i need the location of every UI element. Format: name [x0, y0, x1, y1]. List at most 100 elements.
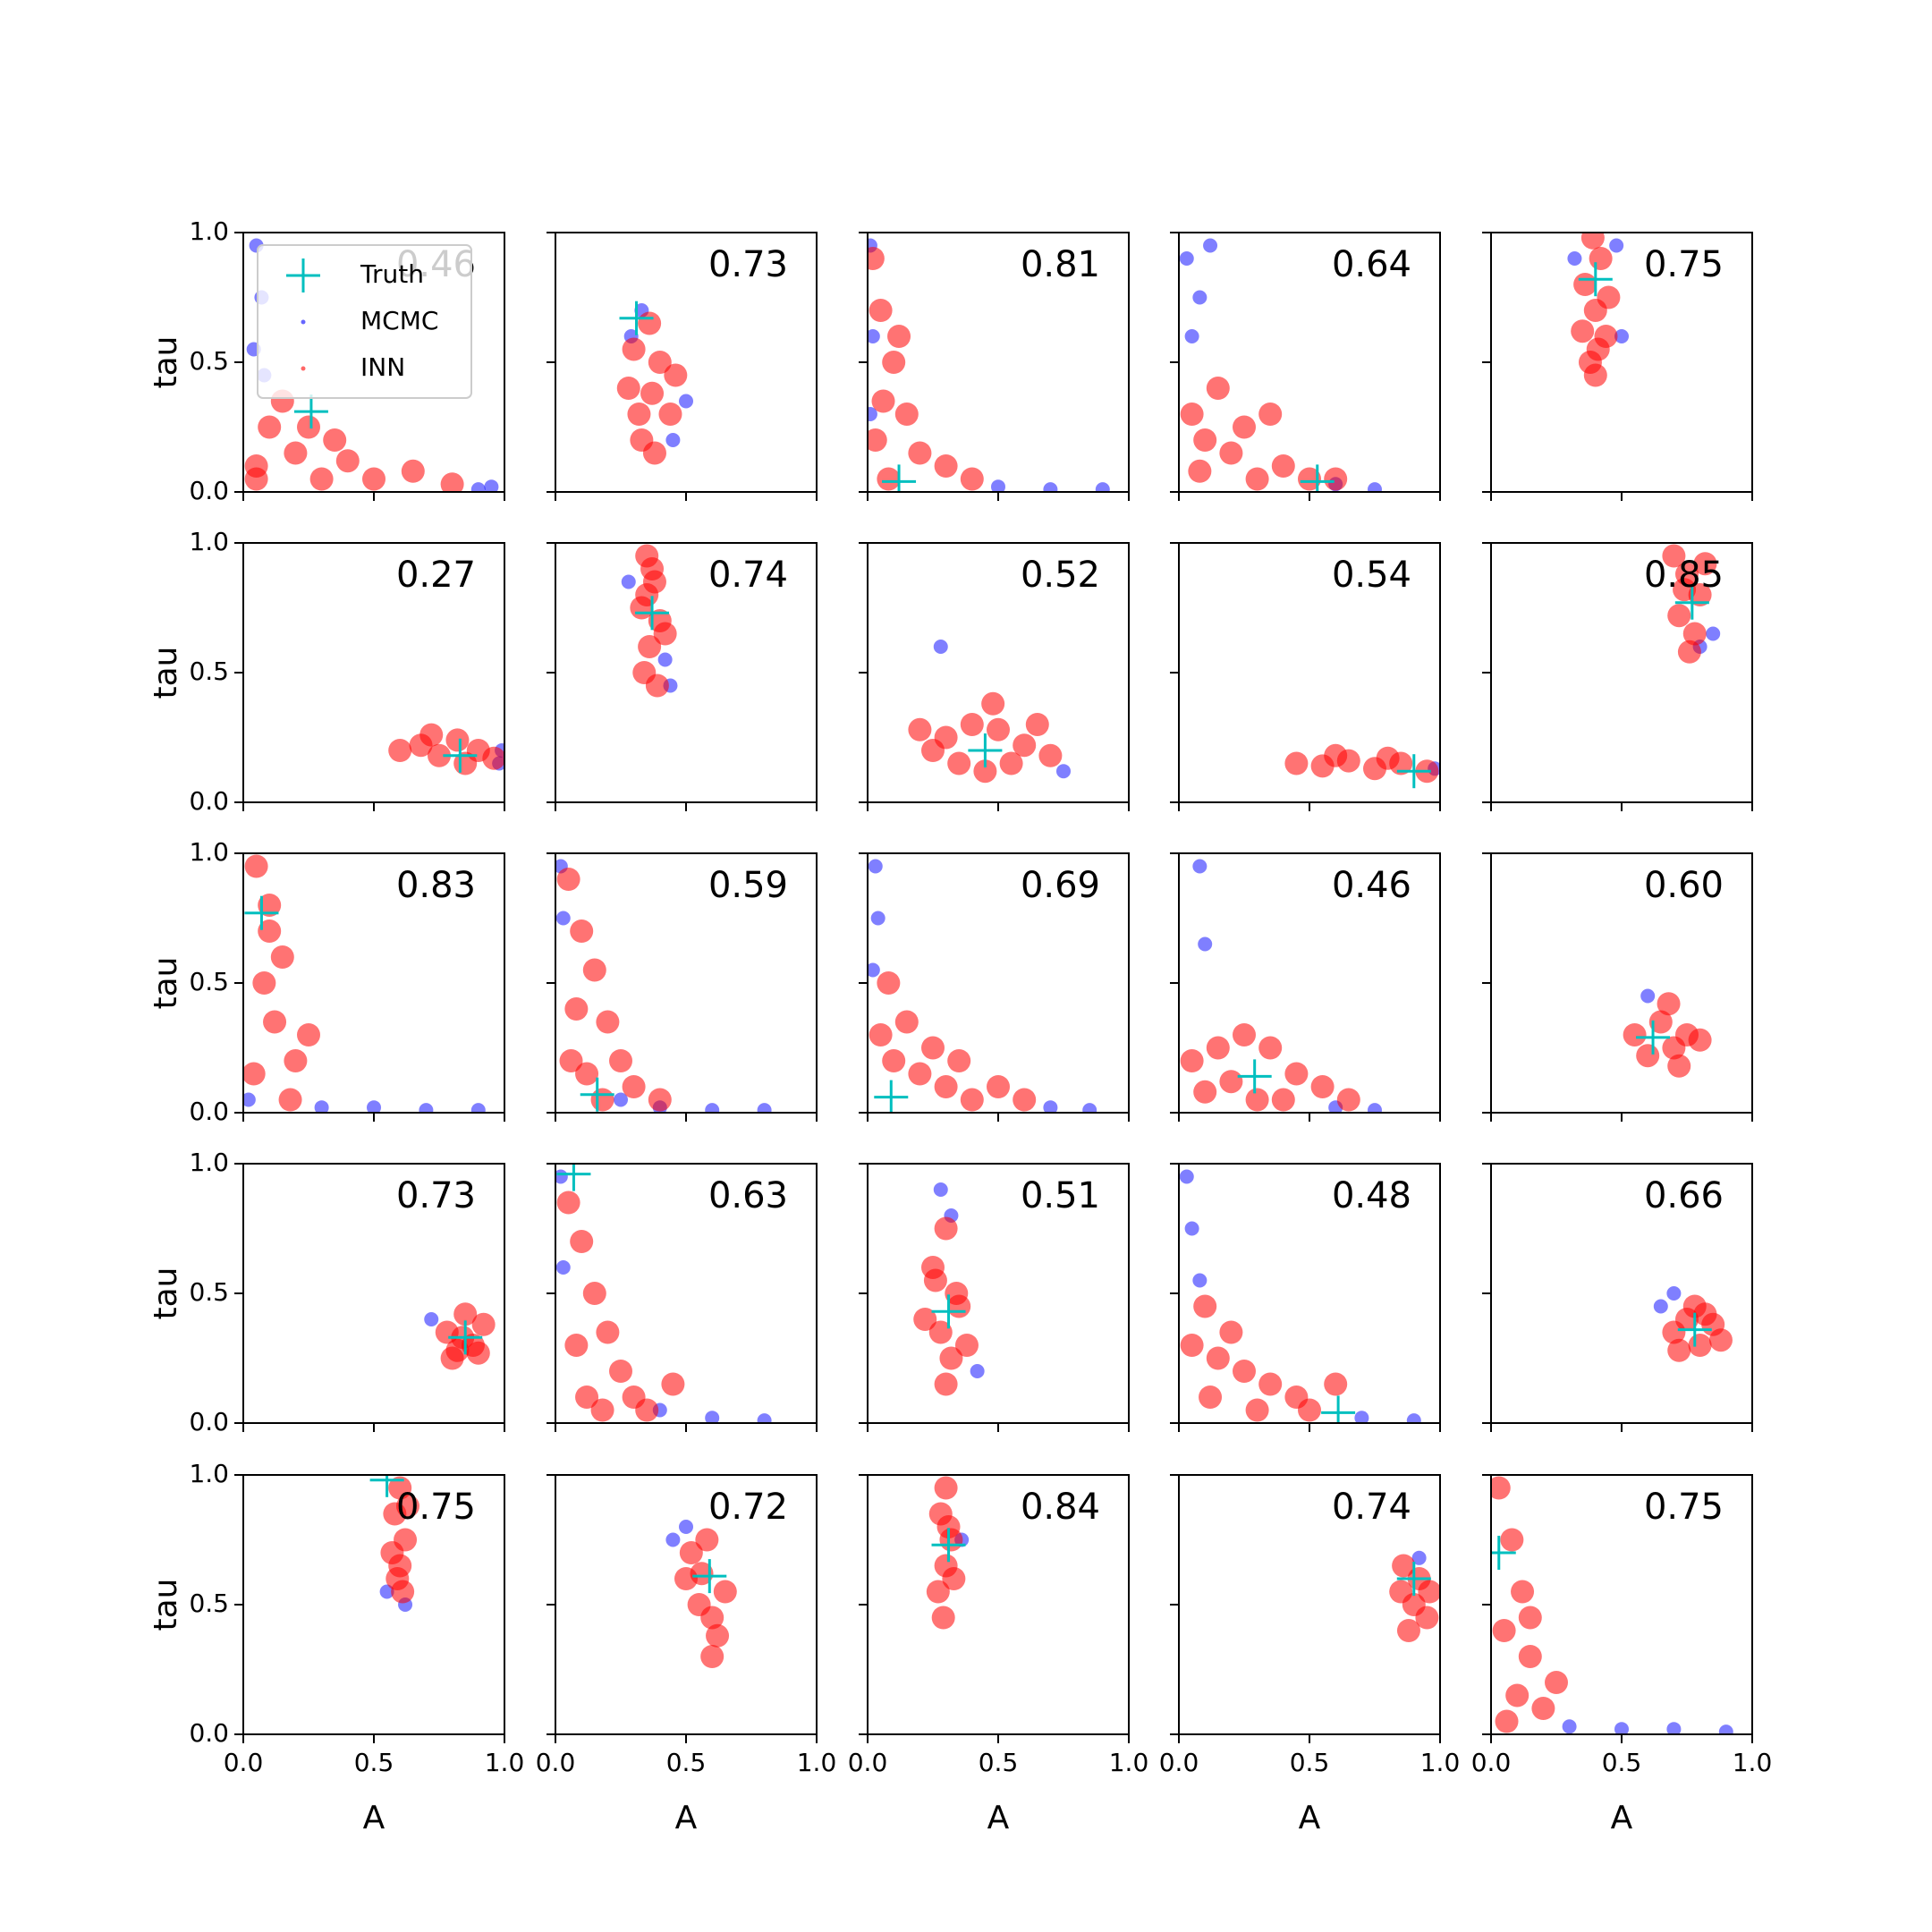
sample-point	[934, 1216, 958, 1241]
x-tick-label: 1.0	[1420, 1748, 1461, 1777]
sample-point	[1597, 285, 1621, 309]
sample-point	[1179, 251, 1194, 266]
sample-point	[1614, 329, 1629, 343]
sample-point	[1609, 238, 1624, 253]
sample-point	[1192, 1273, 1208, 1288]
x-axis-label: A	[675, 1800, 698, 1836]
sample-point	[1673, 578, 1697, 602]
y-tick-label: 0.0	[189, 1718, 229, 1748]
sample-point	[936, 1515, 961, 1538]
sample-point	[1192, 290, 1208, 305]
score-annotation: 0.51	[1021, 1175, 1100, 1216]
sample-point	[1184, 329, 1199, 343]
sample-point	[1219, 1070, 1243, 1094]
sample-point	[679, 394, 693, 409]
truth-marker	[293, 394, 328, 429]
score-annotation: 0.75	[1644, 244, 1724, 285]
sample-point	[570, 919, 594, 943]
x-axis-label: A	[987, 1800, 1010, 1836]
x-tick-label: 0.0	[536, 1748, 576, 1777]
y-tick-label: 1.0	[189, 527, 229, 556]
plot-area	[1180, 859, 1382, 1113]
sample-point	[970, 1364, 985, 1378]
truth-marker	[556, 1164, 591, 1191]
sample-point	[309, 467, 334, 491]
subplot: 0.0 0.5 1.0 A 0.72	[536, 1474, 836, 1836]
sample-point	[1411, 1550, 1427, 1565]
sample-point	[1056, 764, 1071, 779]
sample-point	[1258, 1372, 1283, 1396]
sample-point	[987, 717, 1010, 741]
sample-point	[1491, 1476, 1511, 1500]
plot-area	[1389, 1550, 1440, 1642]
sample-point	[1324, 743, 1348, 767]
sample-point	[1392, 1554, 1416, 1578]
sample-point	[868, 247, 885, 270]
subplot: 0.66	[1482, 1163, 1753, 1432]
subplot: 0.59	[547, 852, 818, 1122]
sample-point	[1492, 1619, 1516, 1642]
subplot: 0.60	[1482, 852, 1753, 1122]
plot-area	[868, 238, 1110, 492]
sample-point	[1233, 1023, 1256, 1046]
truth-marker	[443, 738, 478, 773]
sample-point	[388, 1476, 412, 1500]
sample-point	[1706, 626, 1721, 641]
sample-point	[244, 454, 268, 478]
sample-point	[960, 1088, 984, 1112]
sample-point	[570, 1230, 594, 1253]
sample-point	[297, 1023, 320, 1046]
sample-point	[894, 1010, 919, 1034]
score-annotation: 0.27	[396, 555, 476, 596]
score-annotation: 0.46	[1332, 865, 1411, 906]
sample-point	[453, 1302, 478, 1326]
score-annotation: 0.63	[708, 1175, 788, 1216]
sample-point	[1013, 1088, 1037, 1112]
sample-point	[1271, 454, 1295, 478]
score-annotation: 0.85	[1644, 555, 1724, 596]
subplot: 0.63	[547, 1163, 818, 1432]
sample-point	[252, 971, 276, 995]
sample-point	[1586, 337, 1610, 361]
sample-point	[362, 467, 386, 491]
subplot: 0.48	[1170, 1163, 1441, 1432]
subplot: 0.51	[859, 1163, 1130, 1432]
sample-point	[482, 746, 504, 770]
sample-point	[999, 751, 1023, 775]
sample-point	[445, 728, 470, 752]
sample-point	[1245, 467, 1269, 491]
sample-point	[1589, 247, 1613, 270]
y-tick-label: 0.0	[189, 786, 229, 816]
subplot: 0.73	[547, 232, 818, 501]
subplot: 0.52	[859, 542, 1130, 811]
sample-point	[713, 1580, 737, 1604]
plot-area	[868, 859, 1097, 1113]
plot-area	[1179, 238, 1382, 492]
sample-point	[1013, 733, 1037, 758]
sample-point	[942, 1567, 966, 1590]
sample-point	[243, 1062, 266, 1086]
sample-point	[1418, 1580, 1440, 1604]
sample-point	[621, 574, 636, 589]
sample-point	[1284, 1062, 1309, 1086]
sample-point	[657, 652, 673, 667]
sample-point	[419, 1103, 434, 1113]
sample-point	[645, 674, 669, 698]
x-tick-label: 0.0	[1471, 1748, 1512, 1777]
x-tick-label: 0.5	[354, 1748, 394, 1777]
sample-point	[401, 459, 425, 483]
sample-point	[1640, 988, 1656, 1004]
sample-point	[945, 1282, 969, 1305]
y-tick-label: 1.0	[189, 1459, 229, 1488]
score-annotation: 0.60	[1644, 865, 1724, 906]
sample-point	[868, 962, 880, 978]
sample-point	[556, 868, 580, 891]
truth-marker	[1636, 1020, 1671, 1055]
sample-point	[297, 415, 320, 439]
sample-point	[1505, 1683, 1530, 1707]
sample-point	[981, 691, 1005, 716]
sample-point	[622, 337, 646, 361]
plot-area	[908, 640, 1071, 784]
sample-point	[1043, 1100, 1058, 1113]
sample-point	[987, 1075, 1010, 1098]
